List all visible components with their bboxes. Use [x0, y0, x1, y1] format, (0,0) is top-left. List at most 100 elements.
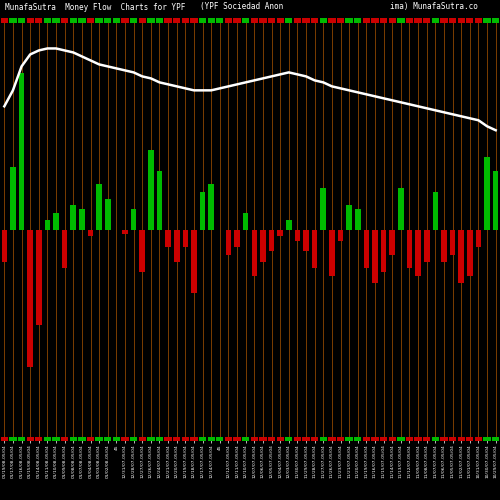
Bar	[234, 437, 240, 441]
Bar	[424, 230, 430, 262]
Bar	[191, 230, 197, 293]
Bar	[398, 188, 404, 230]
Bar	[432, 437, 439, 441]
Bar	[406, 437, 413, 441]
Bar	[225, 18, 232, 22]
Bar	[70, 437, 77, 441]
Bar	[105, 198, 110, 230]
Bar	[475, 18, 482, 22]
Bar	[320, 18, 327, 22]
Bar	[467, 230, 472, 276]
Bar	[269, 230, 274, 251]
Bar	[397, 437, 404, 441]
Bar	[2, 230, 7, 262]
Bar	[268, 18, 275, 22]
Bar	[122, 230, 128, 234]
Bar	[148, 150, 154, 230]
Bar	[156, 437, 163, 441]
Bar	[234, 18, 240, 22]
Bar	[484, 437, 490, 441]
Bar	[423, 18, 430, 22]
Bar	[278, 230, 283, 236]
Bar	[87, 437, 94, 441]
Bar	[372, 18, 378, 22]
Bar	[449, 18, 456, 22]
Bar	[311, 18, 318, 22]
Bar	[242, 18, 250, 22]
Bar	[78, 437, 86, 441]
Bar	[302, 437, 310, 441]
Bar	[87, 18, 94, 22]
Bar	[346, 18, 353, 22]
Bar	[492, 437, 500, 441]
Bar	[226, 230, 231, 255]
Bar	[18, 18, 25, 22]
Bar	[10, 167, 16, 230]
Bar	[19, 72, 24, 230]
Bar	[364, 230, 369, 268]
Bar	[285, 437, 292, 441]
Bar	[199, 18, 206, 22]
Bar	[62, 230, 68, 268]
Text: ima) MunafaSutra.co: ima) MunafaSutra.co	[390, 2, 478, 12]
Bar	[312, 230, 318, 268]
Bar	[285, 18, 292, 22]
Bar	[294, 230, 300, 240]
Bar	[166, 230, 171, 247]
Bar	[35, 437, 42, 441]
Bar	[52, 18, 60, 22]
Bar	[164, 437, 172, 441]
Bar	[484, 156, 490, 230]
Bar	[328, 18, 336, 22]
Bar	[362, 18, 370, 22]
Bar	[388, 437, 396, 441]
Bar	[96, 18, 103, 22]
Bar	[250, 18, 258, 22]
Bar	[78, 18, 86, 22]
Bar	[199, 437, 206, 441]
Bar	[381, 230, 386, 272]
Bar	[26, 437, 34, 441]
Bar	[484, 18, 490, 22]
Bar	[10, 437, 16, 441]
Bar	[208, 437, 215, 441]
Bar	[243, 213, 248, 230]
Bar	[276, 437, 284, 441]
Bar	[52, 437, 60, 441]
Bar	[466, 18, 473, 22]
Bar	[337, 18, 344, 22]
Bar	[286, 220, 292, 230]
Bar	[372, 230, 378, 282]
Bar	[182, 230, 188, 247]
Bar	[44, 18, 51, 22]
Bar	[79, 209, 84, 230]
Bar	[104, 437, 112, 441]
Bar	[44, 220, 50, 230]
Bar	[242, 437, 250, 441]
Bar	[320, 188, 326, 230]
Bar	[406, 18, 413, 22]
Bar	[362, 437, 370, 441]
Bar	[112, 18, 120, 22]
Bar	[346, 437, 353, 441]
Bar	[441, 230, 447, 262]
Bar	[432, 192, 438, 230]
Bar	[303, 230, 309, 251]
Bar	[208, 184, 214, 230]
Bar	[10, 18, 16, 22]
Bar	[96, 184, 102, 230]
Bar	[294, 18, 301, 22]
Bar	[320, 437, 327, 441]
Bar	[406, 230, 412, 268]
Bar	[156, 18, 163, 22]
Text: (YPF Sociedad Anon: (YPF Sociedad Anon	[200, 2, 283, 12]
Bar	[190, 18, 198, 22]
Bar	[182, 18, 189, 22]
Bar	[329, 230, 334, 276]
Bar	[70, 18, 77, 22]
Bar	[130, 18, 138, 22]
Bar	[414, 18, 422, 22]
Bar	[260, 18, 266, 22]
Bar	[0, 437, 8, 441]
Bar	[440, 18, 448, 22]
